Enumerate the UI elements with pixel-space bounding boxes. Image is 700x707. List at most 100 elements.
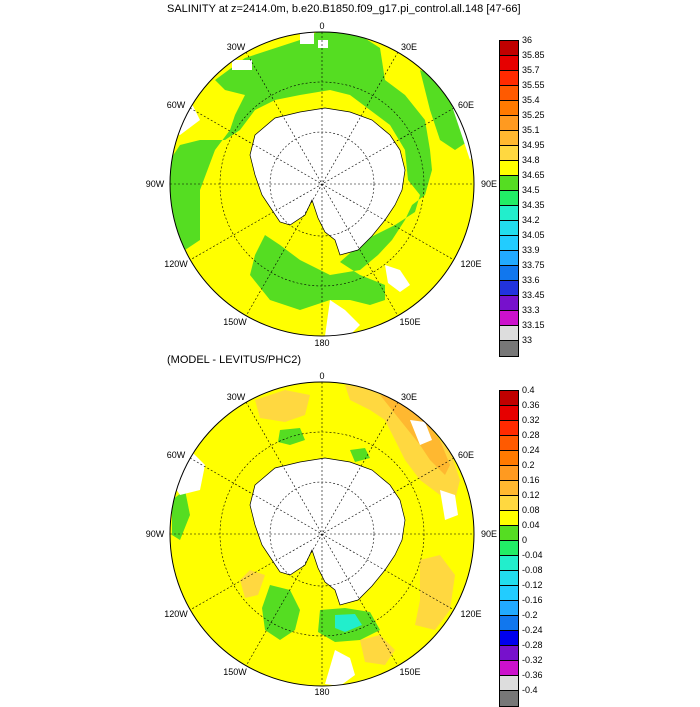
lon-label-90w: 90W [145, 179, 165, 189]
colorbar-swatch [500, 176, 518, 191]
colorbar-label: 34.05 [522, 230, 545, 240]
colorbar-label: 33.6 [522, 275, 540, 285]
colorbar-swatch [500, 221, 518, 236]
colorbar-label: -0.24 [522, 625, 543, 635]
colorbar-swatch [500, 191, 518, 206]
lon-label-150w: 150W [223, 317, 247, 327]
colorbar-swatch [500, 41, 518, 56]
colorbar-label: 0.08 [522, 505, 540, 515]
colorbar-swatch [500, 206, 518, 221]
green-difference-region [262, 585, 300, 640]
colorbar-label: 33.45 [522, 290, 545, 300]
colorbar-swatch [500, 236, 518, 251]
lon-label-60e: 60E [457, 100, 475, 110]
lon-label-30w: 30W [226, 42, 246, 52]
colorbar-swatch [500, 511, 518, 526]
colorbar-swatch [500, 146, 518, 161]
colorbar-label: -0.04 [522, 550, 543, 560]
colorbar-swatch [500, 646, 518, 661]
lon-label-90w-2: 90W [145, 529, 165, 539]
colorbar-swatch [500, 251, 518, 266]
colorbar-swatch [500, 526, 518, 541]
lon-label-150e-2: 150E [399, 667, 421, 677]
colorbar-label: 0.32 [522, 415, 540, 425]
colorbar-swatch [500, 326, 518, 341]
lon-label-30e-2: 30E [400, 392, 418, 402]
colorbar-label: 33.15 [522, 320, 545, 330]
colorbar-label: -0.2 [522, 610, 538, 620]
colorbar-label: 33.75 [522, 260, 545, 270]
colorbar-label: 35.1 [522, 125, 540, 135]
colorbar-swatch [500, 311, 518, 326]
colorbar-swatch [500, 676, 518, 691]
colorbar-swatch [500, 451, 518, 466]
difference-colorbar [499, 390, 519, 707]
difference-map [169, 381, 475, 687]
colorbar-swatch [500, 391, 518, 406]
lon-label-0-2: 0 [319, 371, 325, 381]
colorbar-label: 34.5 [522, 185, 540, 195]
antarctica-continent [249, 107, 406, 256]
colorbar-label: 35.4 [522, 95, 540, 105]
colorbar-label: 36 [522, 35, 533, 45]
colorbar-label: 0.4 [522, 385, 535, 395]
colorbar-label: 0 [522, 535, 528, 545]
colorbar-label: -0.32 [522, 655, 543, 665]
colorbar-label: 35.85 [522, 50, 545, 60]
colorbar-label: 33.3 [522, 305, 540, 315]
orange-difference-region [345, 385, 460, 500]
colorbar-swatch [500, 691, 518, 706]
colorbar-swatch [500, 436, 518, 451]
colorbar-label: 34.8 [522, 155, 540, 165]
lon-label-180: 180 [314, 338, 330, 348]
colorbar-swatch [500, 406, 518, 421]
colorbar-swatch [500, 481, 518, 496]
lon-label-60w: 60W [166, 100, 186, 110]
colorbar-swatch [500, 56, 518, 71]
colorbar-swatch [500, 341, 518, 356]
colorbar-label: 0.36 [522, 400, 540, 410]
colorbar-label: 0.28 [522, 430, 540, 440]
colorbar-label: 0.16 [522, 475, 540, 485]
colorbar-label: -0.4 [522, 685, 538, 695]
colorbar-swatch [500, 71, 518, 86]
colorbar-label: 34.35 [522, 200, 545, 210]
colorbar-label: 0.2 [522, 460, 535, 470]
colorbar-label: 35.7 [522, 65, 540, 75]
colorbar-swatch [500, 296, 518, 311]
lon-label-90e: 90E [480, 179, 498, 189]
map-title: SALINITY at z=2414.0m, b.e20.B1850.f09_g… [167, 3, 521, 15]
colorbar-label: -0.08 [522, 565, 543, 575]
colorbar-label: -0.36 [522, 670, 543, 680]
salinity-colorbar [499, 40, 519, 357]
lon-label-120w-2: 120W [164, 609, 188, 619]
colorbar-swatch [500, 556, 518, 571]
lon-label-30w-2: 30W [226, 392, 246, 402]
lon-label-180-2: 180 [314, 687, 330, 697]
salinity-map [169, 31, 475, 337]
colorbar-swatch [500, 116, 518, 131]
colorbar-swatch [500, 601, 518, 616]
colorbar-swatch [500, 86, 518, 101]
colorbar-label: -0.28 [522, 640, 543, 650]
difference-map-title: (MODEL - LEVITUS/PHC2) [167, 354, 302, 366]
colorbar-swatch [500, 421, 518, 436]
colorbar-swatch [500, 131, 518, 146]
lon-label-120e: 120E [460, 259, 482, 269]
colorbar-label: 0.04 [522, 520, 540, 530]
lon-label-60e-2: 60E [457, 450, 475, 460]
colorbar-label: 33.9 [522, 245, 540, 255]
colorbar-label: 35.55 [522, 80, 545, 90]
colorbar-swatch [500, 161, 518, 176]
antarctica-continent-2 [249, 457, 406, 606]
colorbar-label: 34.95 [522, 140, 545, 150]
lon-label-150e: 150E [399, 317, 421, 327]
lon-label-90e-2: 90E [480, 529, 498, 539]
colorbar-label: 34.2 [522, 215, 540, 225]
colorbar-label: 0.24 [522, 445, 540, 455]
colorbar-label: 34.65 [522, 170, 545, 180]
colorbar-swatch [500, 616, 518, 631]
colorbar-swatch [500, 496, 518, 511]
colorbar-label: 33 [522, 335, 533, 345]
colorbar-swatch [500, 266, 518, 281]
